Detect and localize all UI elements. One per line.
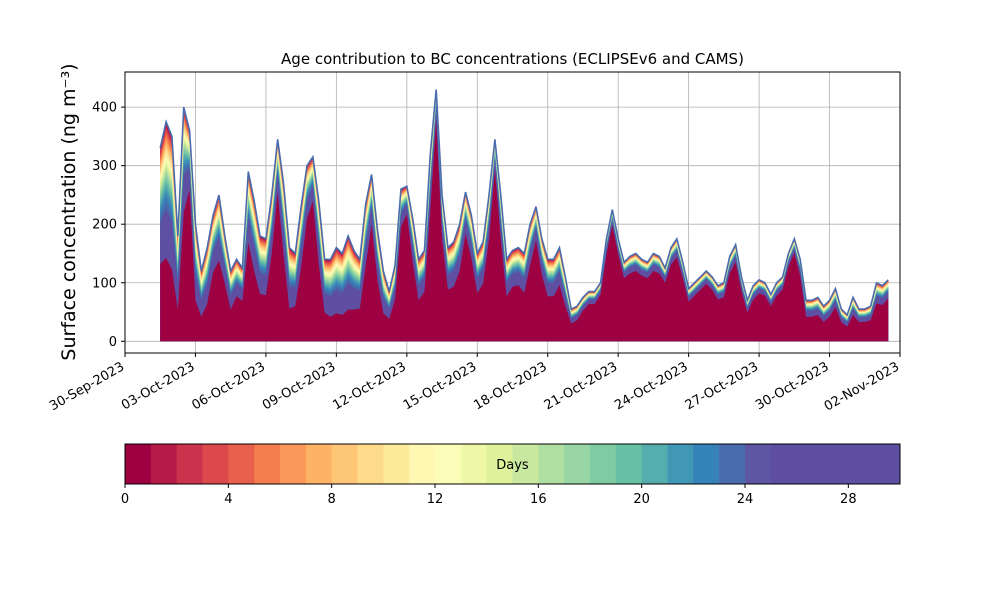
y-tick-label: 0 <box>109 335 117 350</box>
colorbar-cell <box>719 444 746 484</box>
colorbar-frame <box>124 443 901 485</box>
colorbar-cell <box>564 444 591 484</box>
colorbar-tick-label: 28 <box>840 492 857 507</box>
colorbar-cell <box>150 444 178 484</box>
colorbar-cell <box>305 444 333 484</box>
colorbar-cell <box>848 444 875 484</box>
y-axis-label: Surface concentration (ng m⁻³) <box>58 63 80 360</box>
colorbar-cell <box>822 444 849 484</box>
colorbar-cell <box>125 444 152 484</box>
colorbar-tick-label: 20 <box>633 492 650 507</box>
colorbar-cell <box>486 444 513 484</box>
colorbar-cell <box>770 444 798 484</box>
colorbar-cell <box>357 444 384 484</box>
colorbar-ticks: 0 4 8 12 16 20 24 28 <box>121 484 857 507</box>
colorbar: Days 0 4 8 12 16 20 24 28 <box>121 443 901 507</box>
colorbar-cell <box>745 444 772 484</box>
colorbar-cell <box>383 444 410 484</box>
colorbar-cell <box>693 444 720 484</box>
colorbar-cell <box>331 444 358 484</box>
colorbar-label: Days <box>496 458 529 473</box>
colorbar-tick-label: 12 <box>427 492 444 507</box>
chart-title: Age contribution to BC concentrations (E… <box>281 50 744 68</box>
colorbar-tick-label: 8 <box>328 492 336 507</box>
colorbar-tick-label: 16 <box>530 492 547 507</box>
colorbar-cell <box>228 444 255 484</box>
colorbar-cell <box>641 444 668 484</box>
y-tick-label: 300 <box>92 159 117 174</box>
colorbar-cell <box>590 444 617 484</box>
colorbar-cell <box>796 444 823 484</box>
colorbar-cell <box>667 444 694 484</box>
plot-frame <box>124 71 901 354</box>
colorbar-tick-label: 4 <box>224 492 232 507</box>
colorbar-cell <box>254 444 281 484</box>
total-outline <box>159 89 889 317</box>
colorbar-cell <box>280 444 307 484</box>
colorbar-cell <box>460 444 488 484</box>
colorbar-cell <box>176 444 203 484</box>
colorbar-cell <box>435 444 462 484</box>
colorbar-cell <box>202 444 229 484</box>
y-tick-label: 200 <box>92 218 117 233</box>
colorbar-cell <box>538 444 565 484</box>
stacked-age-areas <box>159 89 889 342</box>
y-axis-ticks: 0 100 200 300 400 <box>92 101 125 350</box>
y-tick-label: 100 <box>92 276 117 291</box>
colorbar-cell <box>874 444 901 484</box>
colorbar-cell <box>512 444 539 484</box>
age-band-fresh <box>160 119 889 342</box>
colorbar-tick-label: 24 <box>737 492 754 507</box>
colorbar-tick-label: 0 <box>121 492 129 507</box>
colorbar-cells <box>125 444 901 484</box>
colorbar-cell <box>409 444 436 484</box>
colorbar-cell <box>615 444 643 484</box>
y-tick-label: 400 <box>92 101 117 116</box>
